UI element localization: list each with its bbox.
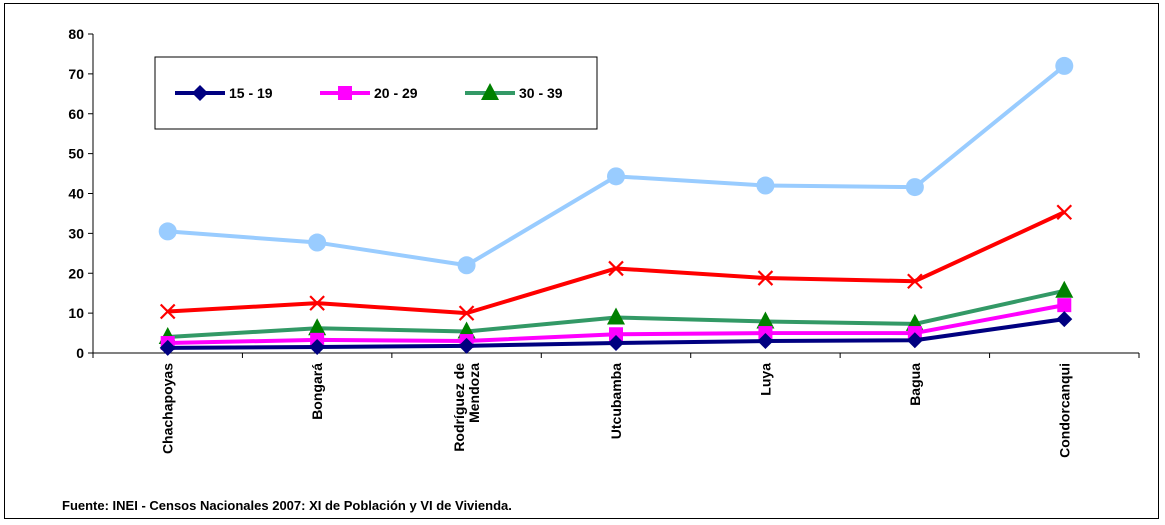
y-tick-label: 30 (68, 225, 84, 241)
y-tick-label: 20 (68, 265, 84, 281)
legend-box (154, 56, 598, 130)
legend-item: 30 - 39 (465, 83, 563, 101)
series-line (167, 210, 1066, 316)
category-label: Chachapoyas (160, 363, 176, 454)
category-label: Mendoza (466, 363, 482, 423)
y-tick-label: 10 (68, 305, 84, 321)
marker-x (159, 303, 176, 320)
marker-x-stroke (757, 270, 774, 286)
y-tick-label: 0 (76, 345, 84, 361)
marker-triangle (308, 318, 327, 336)
marker-circle (756, 176, 775, 195)
y-tick-label: 80 (68, 26, 84, 42)
legend-item: 15 - 19 (175, 85, 273, 101)
marker-x-stroke (159, 303, 176, 320)
category-label: Bagua (907, 363, 923, 406)
y-tick-label: 60 (68, 106, 84, 122)
marker-x-stroke (309, 295, 325, 311)
marker-diamond (757, 333, 774, 350)
legend-label: 15 - 19 (229, 85, 273, 101)
marker-diamond (608, 335, 624, 352)
marker-triangle (607, 307, 625, 325)
category-label: Luya (757, 363, 773, 396)
marker-circle (607, 167, 625, 186)
marker-circle (308, 233, 327, 252)
marker-x (757, 270, 774, 286)
marker-circle (457, 256, 476, 275)
marker-diamond (906, 332, 923, 349)
marker-circle (158, 222, 177, 241)
series-4 (158, 56, 1074, 275)
category-label: Rodríguez de (451, 363, 467, 452)
marker-x (608, 260, 624, 277)
legend-item: 20 - 29 (320, 85, 418, 101)
legend-label: 30 - 39 (519, 85, 563, 101)
series-0 (159, 311, 1073, 356)
marker-x-stroke (907, 273, 923, 290)
marker-x (309, 295, 325, 311)
marker-diamond (458, 337, 475, 354)
marker-square (1057, 298, 1072, 313)
marker-square (338, 86, 352, 100)
marker-circle (1055, 56, 1074, 75)
marker-x-stroke (458, 305, 475, 321)
marker-square (609, 327, 623, 342)
y-tick-label: 70 (68, 66, 84, 82)
legend: 15 - 19 20 - 29 30 - 39 (154, 56, 598, 130)
marker-triangle (481, 83, 499, 100)
marker-diamond (192, 85, 208, 101)
category-label: Bongará (309, 363, 325, 420)
marker-x-stroke (608, 260, 624, 277)
series-3 (159, 204, 1073, 321)
marker-diamond (1056, 311, 1073, 328)
marker-triangle (1055, 280, 1074, 298)
category-label: Utcubamba (608, 363, 624, 439)
marker-x (907, 273, 923, 290)
marker-diamond (309, 339, 326, 356)
marker-diamond (159, 339, 176, 356)
category-label: Condorcanqui (1056, 363, 1072, 458)
marker-circle (905, 178, 924, 197)
marker-x (458, 305, 475, 321)
source-note: Fuente: INEI - Censos Nacionales 2007: X… (62, 498, 512, 513)
marker-x-stroke (1056, 204, 1073, 221)
marker-triangle (756, 311, 775, 329)
y-tick-label: 50 (68, 146, 84, 162)
marker-x (1056, 204, 1073, 221)
legend-label: 20 - 29 (374, 85, 418, 101)
y-tick-label: 40 (68, 186, 84, 202)
